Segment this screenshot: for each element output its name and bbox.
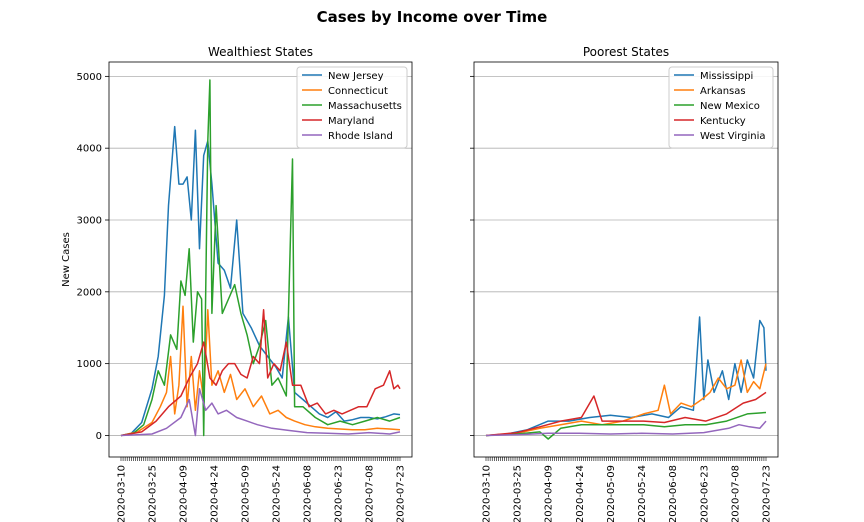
axes-frame: [473, 61, 779, 458]
axes-frame: [108, 61, 413, 458]
x-tick-label: 2020-05-24: [637, 465, 648, 522]
y-tick-label: 1000: [77, 359, 102, 370]
legend-label: Connecticut: [328, 86, 388, 97]
x-tick-label: 2020-03-10: [117, 465, 128, 522]
x-tick-label: 2020-05-09: [241, 465, 252, 522]
x-tick-label: 2020-04-24: [210, 465, 221, 522]
x-tick-label: 2020-07-08: [730, 465, 741, 522]
x-tick-label: 2020-05-09: [606, 465, 617, 522]
series-line-0: [485, 316, 767, 437]
x-tick-label: 2020-06-23: [334, 465, 345, 522]
x-tick-label: 2020-06-08: [668, 465, 679, 522]
y-tick-label: 5000: [77, 72, 102, 83]
chart-title: Poorest States: [583, 45, 669, 59]
y-tick-label: 0: [96, 431, 102, 442]
x-tick-label: 2020-06-08: [303, 465, 314, 522]
legend-label: West Virginia: [700, 131, 765, 142]
chart-panel-1: Poorest States 2020-03-10 2020-03-25 2020-0…: [470, 45, 779, 522]
x-tick-label: 2020-07-08: [365, 465, 376, 522]
series-line-3: [120, 309, 401, 437]
legend-label: Mississippi: [700, 71, 753, 82]
y-tick-label: 2000: [77, 287, 102, 298]
series-line-1: [120, 305, 401, 437]
legend-label: Rhode Island: [328, 131, 393, 142]
x-tick-label: 2020-04-24: [575, 465, 586, 522]
series-line-0: [120, 125, 401, 437]
legend-label: New Jersey: [328, 71, 384, 82]
x-tick-label: 2020-03-10: [482, 465, 493, 522]
legend: Mississippi Arkansas New Mexico Kentucky Wes…: [668, 66, 774, 149]
legend-label: Massachusetts: [328, 101, 402, 112]
legend-box: [296, 66, 408, 149]
chart-title: Wealthiest States: [208, 45, 313, 59]
series-line-4: [120, 388, 401, 437]
x-tick-label: 2020-03-25: [513, 465, 524, 522]
legend-label: Kentucky: [700, 116, 746, 127]
x-tick-label: 2020-04-09: [179, 465, 190, 522]
x-tick-label: 2020-07-23: [396, 465, 407, 522]
legend: New Jersey Connecticut Massachusetts Maryla…: [296, 66, 408, 149]
series-line-3: [485, 391, 767, 437]
x-tick-label: 2020-03-25: [148, 465, 159, 522]
figure-title: Cases by Income over Time: [317, 8, 548, 26]
legend-label: New Mexico: [700, 101, 760, 112]
legend-label: Maryland: [328, 116, 374, 127]
legend-label: Arkansas: [700, 86, 746, 97]
chart-panel-0: Wealthiest States 0 1000 2000 3000 4000 5000 Ne…: [61, 45, 413, 522]
series-line-1: [485, 359, 767, 437]
series-line-2: [120, 79, 401, 437]
x-tick-label: 2020-05-24: [272, 465, 283, 522]
y-tick-label: 4000: [77, 144, 102, 155]
series-line-4: [485, 420, 767, 437]
y-tick-label: 3000: [77, 216, 102, 227]
y-axis-label: New Cases: [61, 232, 72, 287]
x-tick-label: 2020-04-09: [544, 465, 555, 522]
x-tick-label: 2020-06-23: [699, 465, 710, 522]
x-tick-label: 2020-07-23: [762, 465, 773, 522]
legend-box: [668, 66, 774, 149]
